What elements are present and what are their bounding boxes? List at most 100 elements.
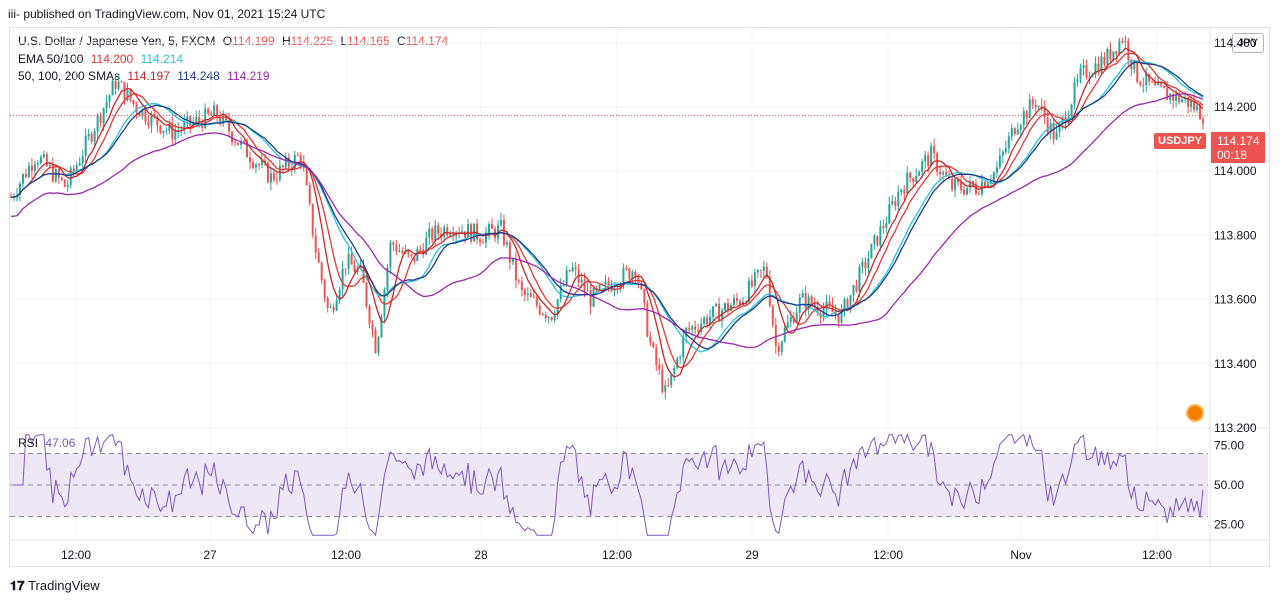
candle-body: [320, 262, 323, 281]
candle-body: [1088, 77, 1091, 79]
candle-body: [249, 157, 251, 163]
sma100-value: 114.248: [177, 69, 220, 83]
rsi-legend[interactable]: RSI 47.06: [18, 436, 79, 450]
ema-legend[interactable]: EMA 50/100 114.200 114.214: [18, 52, 187, 66]
candle-body: [547, 317, 550, 319]
candle-body: [849, 295, 852, 311]
candle-body: [281, 165, 284, 168]
candle-body: [186, 116, 189, 122]
candle-body: [1202, 119, 1205, 124]
candle-body: [159, 125, 162, 133]
candle-body: [93, 131, 96, 142]
candle-body: [482, 242, 485, 244]
candle-body: [924, 155, 927, 162]
ma-line-sma-200: [10, 93, 1204, 349]
candle-body: [335, 300, 338, 311]
candle-body: [795, 312, 798, 323]
candle-body: [703, 317, 706, 324]
candle-body: [912, 178, 915, 182]
candle-body: [296, 155, 299, 157]
candle-body: [87, 133, 90, 137]
candle-body: [1103, 56, 1106, 65]
candle-body: [927, 155, 930, 166]
candle-body: [986, 183, 989, 188]
candle-body: [855, 285, 858, 292]
candle-body: [789, 316, 792, 323]
candle-body: [816, 306, 819, 314]
candle-body: [1187, 97, 1190, 107]
candle-body: [694, 326, 697, 330]
candle-body: [783, 327, 786, 342]
candle-body: [237, 142, 240, 146]
candle-body: [744, 301, 747, 303]
candle-body: [39, 157, 42, 164]
candle-body: [1007, 136, 1010, 149]
candle-body: [51, 164, 54, 182]
ma-line-sma-50: [10, 47, 1204, 378]
candle-body: [840, 309, 843, 323]
candle-body: [1145, 73, 1148, 86]
candle-body: [63, 179, 66, 187]
chart-frame: [9, 27, 1270, 567]
candle-body: [150, 113, 153, 126]
candle-body: [915, 175, 918, 182]
candle-body: [57, 168, 60, 178]
candle-body: [341, 268, 344, 290]
candle-body: [1157, 82, 1160, 86]
candle-body: [691, 326, 694, 330]
candle-body: [1058, 124, 1061, 133]
currency-button[interactable]: JPY: [1232, 33, 1264, 53]
candle-body: [488, 224, 490, 233]
candle-body: [879, 226, 882, 246]
candle-body: [326, 298, 329, 308]
candle-body: [903, 189, 906, 194]
candle-body: [308, 185, 311, 204]
candle-body: [894, 201, 897, 207]
candle-body: [380, 316, 383, 338]
candle-body: [526, 293, 529, 295]
candle-body: [807, 296, 810, 310]
candle-body: [419, 248, 422, 250]
candle-body: [401, 250, 404, 253]
symbol-legend[interactable]: U.S. Dollar / Japanese Yen, 5, FXCM O114…: [18, 34, 452, 48]
candle-body: [1022, 111, 1025, 126]
candle-body: [983, 182, 986, 188]
candle-body: [930, 146, 933, 166]
candle-body: [1031, 99, 1034, 105]
candle-body: [918, 171, 921, 176]
tradingview-logo[interactable]: 𝟏𝟕 TradingView: [10, 578, 100, 594]
last-price-tag: 114.174 00:18: [1211, 132, 1265, 163]
us-flag-icon[interactable]: [1186, 404, 1204, 422]
candle-body: [446, 227, 449, 236]
ohlc-open: O114.199: [222, 34, 275, 48]
candle-body: [583, 279, 586, 292]
candle-body: [676, 358, 679, 368]
candle-body: [1040, 106, 1043, 108]
candle-body: [1133, 60, 1136, 70]
sma-legend[interactable]: 50, 100, 200 SMAs 114.197 114.248 114.21…: [18, 69, 274, 83]
candle-body: [864, 261, 867, 269]
candle-body: [1076, 79, 1079, 83]
candle-body: [440, 233, 443, 237]
candle-body: [329, 307, 332, 309]
candle-body: [951, 178, 954, 190]
candle-body: [386, 267, 389, 290]
candle-body: [1115, 51, 1118, 55]
time-tick-label: 12:00: [602, 548, 632, 562]
candle-body: [529, 293, 532, 297]
published-header: iii- published on TradingView.com, Nov 0…: [8, 7, 326, 21]
candle-body: [658, 364, 661, 370]
candle-body: [278, 165, 281, 180]
time-tick-label: 12:00: [61, 548, 91, 562]
candle-body: [189, 116, 192, 126]
candle-body: [774, 325, 777, 346]
rsi-tick-label: 50.00: [1214, 478, 1244, 492]
candle-body: [891, 201, 894, 205]
candle-body: [1199, 105, 1202, 120]
candle-body: [1172, 93, 1175, 101]
candle-body: [957, 179, 960, 183]
candle-body: [1196, 105, 1199, 110]
candle-body: [768, 277, 771, 306]
candle-body: [10, 196, 12, 198]
